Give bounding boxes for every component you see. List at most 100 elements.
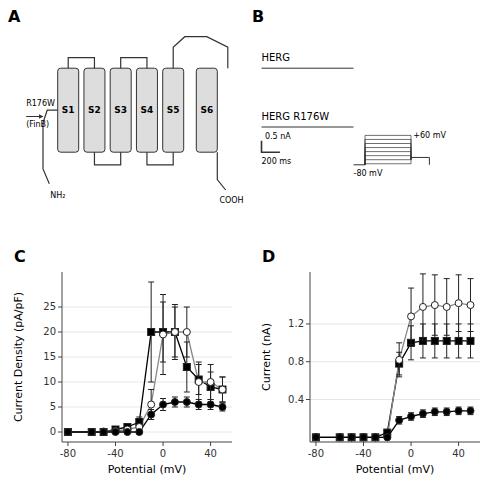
marker-open-circle bbox=[372, 434, 379, 441]
marker-circle bbox=[396, 417, 403, 424]
tick bbox=[58, 407, 62, 408]
baseline bbox=[262, 127, 354, 128]
marker-open-circle bbox=[207, 379, 214, 386]
tick-label: 5 bbox=[50, 401, 56, 412]
error-bar bbox=[408, 413, 414, 421]
error-bar bbox=[420, 410, 426, 418]
series-line bbox=[68, 332, 223, 432]
y-axis bbox=[62, 272, 63, 442]
linker bbox=[94, 152, 120, 165]
linker bbox=[173, 37, 228, 68]
x-axis bbox=[310, 442, 480, 443]
error-bar bbox=[432, 408, 438, 416]
marker-circle bbox=[336, 434, 343, 441]
segment-label: S4 bbox=[141, 105, 154, 115]
error-bar bbox=[408, 288, 414, 345]
segment bbox=[110, 68, 131, 152]
error-bar bbox=[432, 275, 438, 335]
series-line bbox=[316, 303, 471, 437]
marker-circle bbox=[219, 404, 226, 411]
tick bbox=[58, 307, 62, 308]
marker-circle bbox=[195, 401, 202, 408]
segment-label: S5 bbox=[167, 105, 180, 115]
marker-square bbox=[443, 337, 450, 344]
error-bar bbox=[208, 365, 214, 400]
tick-label: 15 bbox=[43, 351, 56, 362]
segment-label: S1 bbox=[62, 105, 75, 115]
protocol-step bbox=[365, 144, 411, 165]
trace-label: HERG bbox=[262, 52, 291, 63]
grid-line bbox=[310, 361, 480, 362]
terminus-label: NH₂ bbox=[50, 191, 65, 200]
protocol-step bbox=[365, 148, 411, 165]
marker-circle bbox=[455, 407, 462, 414]
marker-open-circle bbox=[219, 386, 226, 393]
error-bar bbox=[456, 275, 462, 332]
marker-circle bbox=[384, 434, 391, 441]
marker-circle bbox=[312, 434, 319, 441]
protocol-step bbox=[365, 160, 411, 165]
error-bar bbox=[219, 377, 225, 402]
marker-circle bbox=[467, 407, 474, 414]
error-bar bbox=[148, 282, 154, 382]
segment bbox=[84, 68, 105, 152]
tick-label: 10 bbox=[43, 376, 56, 387]
error-bar bbox=[420, 274, 426, 340]
tick-label: 20 bbox=[43, 326, 56, 337]
tick bbox=[58, 382, 62, 383]
marker-circle bbox=[148, 411, 155, 418]
y-axis bbox=[310, 272, 311, 442]
marker-open-circle bbox=[148, 401, 155, 408]
marker-circle bbox=[124, 429, 131, 436]
error-bar bbox=[196, 400, 202, 410]
marker-square bbox=[64, 429, 71, 436]
marker-circle bbox=[112, 429, 119, 436]
marker-circle bbox=[419, 410, 426, 417]
marker-square bbox=[171, 329, 178, 336]
tick bbox=[306, 361, 310, 362]
error-bar bbox=[184, 307, 190, 357]
mutation-label: (FinB) bbox=[26, 120, 49, 129]
scale-label: 200 ms bbox=[262, 157, 292, 166]
tick-label: 0 bbox=[160, 448, 166, 459]
marker-circle bbox=[443, 408, 450, 415]
tick-label: 1.2 bbox=[288, 318, 304, 329]
panel-c: C0510152025-80-40040Potential (mV)Curren… bbox=[12, 247, 232, 476]
marker-open-circle bbox=[171, 329, 178, 336]
grid-line bbox=[62, 357, 232, 358]
marker-square bbox=[348, 434, 355, 441]
terminus-label: COOH bbox=[219, 196, 243, 205]
grid-line bbox=[62, 407, 232, 408]
grid-line bbox=[62, 307, 232, 308]
marker-square bbox=[312, 434, 319, 441]
error-bar bbox=[208, 400, 214, 410]
tick bbox=[58, 357, 62, 358]
marker-circle bbox=[64, 429, 71, 436]
marker-open-circle bbox=[312, 434, 319, 441]
panel-a: AS1S2S3S4S5S6NH₂COOHR176W(FinB) bbox=[8, 7, 244, 205]
error-bar bbox=[184, 397, 190, 407]
segment-label: S2 bbox=[88, 105, 101, 115]
error-bar bbox=[456, 407, 462, 415]
marker-open-circle bbox=[348, 434, 355, 441]
marker-circle bbox=[183, 399, 190, 406]
panel-letter: D bbox=[262, 247, 275, 266]
marker-square bbox=[467, 337, 474, 344]
protocol-step bbox=[365, 152, 411, 165]
error-bar bbox=[396, 343, 402, 377]
marker-square bbox=[431, 337, 438, 344]
linker bbox=[121, 58, 147, 68]
tick bbox=[306, 323, 310, 324]
tick-label: 0 bbox=[50, 426, 56, 437]
marker-open-circle bbox=[396, 356, 403, 363]
marker-open-circle bbox=[336, 434, 343, 441]
marker-square bbox=[148, 329, 155, 336]
grid-line bbox=[62, 332, 232, 333]
error-bar bbox=[148, 390, 154, 420]
marker-open-circle bbox=[100, 428, 107, 435]
marker-open-circle bbox=[467, 302, 474, 309]
segment-label: S3 bbox=[114, 105, 127, 115]
error-bar bbox=[467, 279, 473, 332]
panel-letter: A bbox=[8, 7, 21, 26]
marker-open-circle bbox=[431, 302, 438, 309]
